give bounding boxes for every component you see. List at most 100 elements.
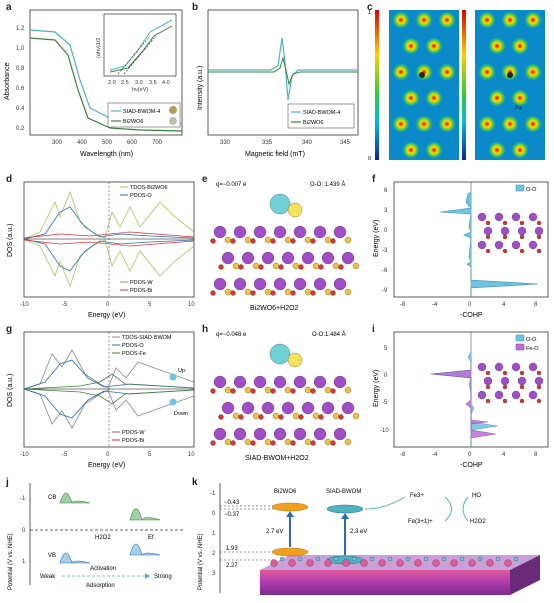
atom-bi: [494, 390, 504, 400]
panel-label: e: [202, 174, 208, 185]
elf-lobe: [478, 63, 496, 81]
ytick: 0.4: [16, 106, 25, 112]
adsorption-label: Adsorption: [86, 583, 115, 589]
ytick: 0.8: [16, 66, 25, 72]
atom-o: [485, 220, 491, 226]
sample-photo-icon: [169, 117, 177, 125]
atom-o: [330, 238, 336, 244]
atom-o: [258, 414, 264, 420]
elf-lobe: [402, 141, 420, 159]
ytick: 0.6: [16, 86, 25, 92]
slab-front: [260, 570, 510, 595]
ytick: 5: [384, 346, 388, 352]
activation-label: Activation: [90, 566, 116, 572]
slab-atom: [477, 556, 483, 562]
ytick: 2: [212, 551, 216, 557]
x-axis-label: Energy (eV): [88, 462, 125, 469]
ytick: -5: [382, 400, 388, 406]
fe3-label: Fe3+: [410, 493, 424, 499]
slab-atom: [432, 559, 440, 567]
atom-w: [244, 288, 252, 296]
atom-o: [310, 440, 316, 446]
slab-atom: [513, 556, 519, 562]
potential-value: −0.37: [224, 512, 240, 518]
atom-w: [344, 438, 352, 446]
atom-bi: [534, 226, 544, 236]
xtick: -5: [62, 302, 68, 308]
ytick: 0: [384, 228, 388, 234]
atom-bi: [517, 226, 527, 236]
xtick: -5: [62, 452, 68, 458]
atom-bi: [261, 251, 275, 265]
spin-up-label: Up: [178, 368, 185, 374]
atom-w: [332, 412, 340, 420]
inset-xtick: 3.5: [149, 80, 157, 86]
atom-o: [298, 414, 304, 420]
elf-lobe: [488, 141, 506, 159]
atom-bi: [500, 376, 510, 386]
elf-lobe: [392, 63, 410, 81]
h2o2-label: H2O2: [470, 519, 486, 525]
atom-bi: [213, 427, 227, 441]
ytick: 1: [22, 559, 26, 565]
xtick: 0: [106, 302, 110, 308]
atom-w: [264, 288, 272, 296]
atom-bi: [313, 427, 327, 441]
xtick: 5: [148, 452, 152, 458]
atom-bi: [301, 401, 315, 415]
slab-atom: [495, 556, 501, 562]
x-axis-label: Energy (eV): [88, 312, 125, 319]
slab-atom: [387, 556, 393, 562]
atom-o: [270, 440, 276, 446]
atom-w: [224, 236, 232, 244]
atom-o: [218, 414, 224, 420]
scale-max: 1: [368, 10, 371, 16]
elf-lobe: [478, 11, 496, 29]
xtick: 400: [77, 140, 88, 146]
atom-o: [485, 248, 491, 254]
ytick: 0.2: [16, 126, 25, 132]
fe2-label: Fe(3+1)+: [408, 519, 433, 525]
panel-b: b 330 335 340 345 Magnetic field (mT) In…: [190, 0, 365, 165]
atom-bi: [241, 401, 255, 415]
atom-o: [250, 290, 256, 296]
atom-center: [419, 72, 425, 78]
elf-lobe: [402, 37, 420, 55]
panel-h: h q=−0.048 e O-O:1.484 Å SIAD-BWOM+H2O2: [200, 322, 370, 472]
atom-bi: [483, 376, 493, 386]
panel-label: f: [372, 174, 376, 185]
atom-w: [304, 236, 312, 244]
atom-bi: [477, 212, 487, 222]
atom-bi: [528, 240, 538, 250]
xtick: 700: [152, 140, 163, 146]
atom-o: [210, 440, 216, 446]
y-axis-label: Intensity (a.u.): [197, 66, 204, 110]
ytick: -10: [380, 428, 389, 434]
charge-transfer: q=−0.048 e: [216, 332, 247, 338]
legend-entry: Bi2WO6: [303, 120, 323, 126]
atom-bi: [233, 225, 247, 239]
atom-bi: [233, 277, 247, 291]
ytick: -3: [382, 248, 388, 254]
atom-bi: [253, 427, 267, 441]
atom-bi: [241, 251, 255, 265]
atom-bi: [281, 251, 295, 265]
ytick: 6: [384, 188, 388, 194]
atom-o: [519, 248, 525, 254]
atom-bi: [321, 251, 335, 265]
atom-o: [230, 238, 236, 244]
charge-density-h: q=−0.048 e O-O:1.484 Å SIAD-BWOM+H2O2: [210, 331, 360, 462]
atom-o: [338, 414, 344, 420]
bi2wo6-cb-band: [271, 502, 309, 512]
xtick: 330: [220, 140, 231, 146]
atom-o: [519, 384, 525, 390]
xtick: 340: [302, 140, 313, 146]
h2o2-label: H2O2: [95, 535, 111, 541]
fe-label: Fe: [515, 106, 523, 112]
atom-o: [270, 388, 276, 394]
atom-bi: [333, 225, 347, 239]
atom-w: [352, 262, 360, 270]
atom-o: [270, 238, 276, 244]
atom-w: [264, 438, 272, 446]
atom-w: [272, 262, 280, 270]
